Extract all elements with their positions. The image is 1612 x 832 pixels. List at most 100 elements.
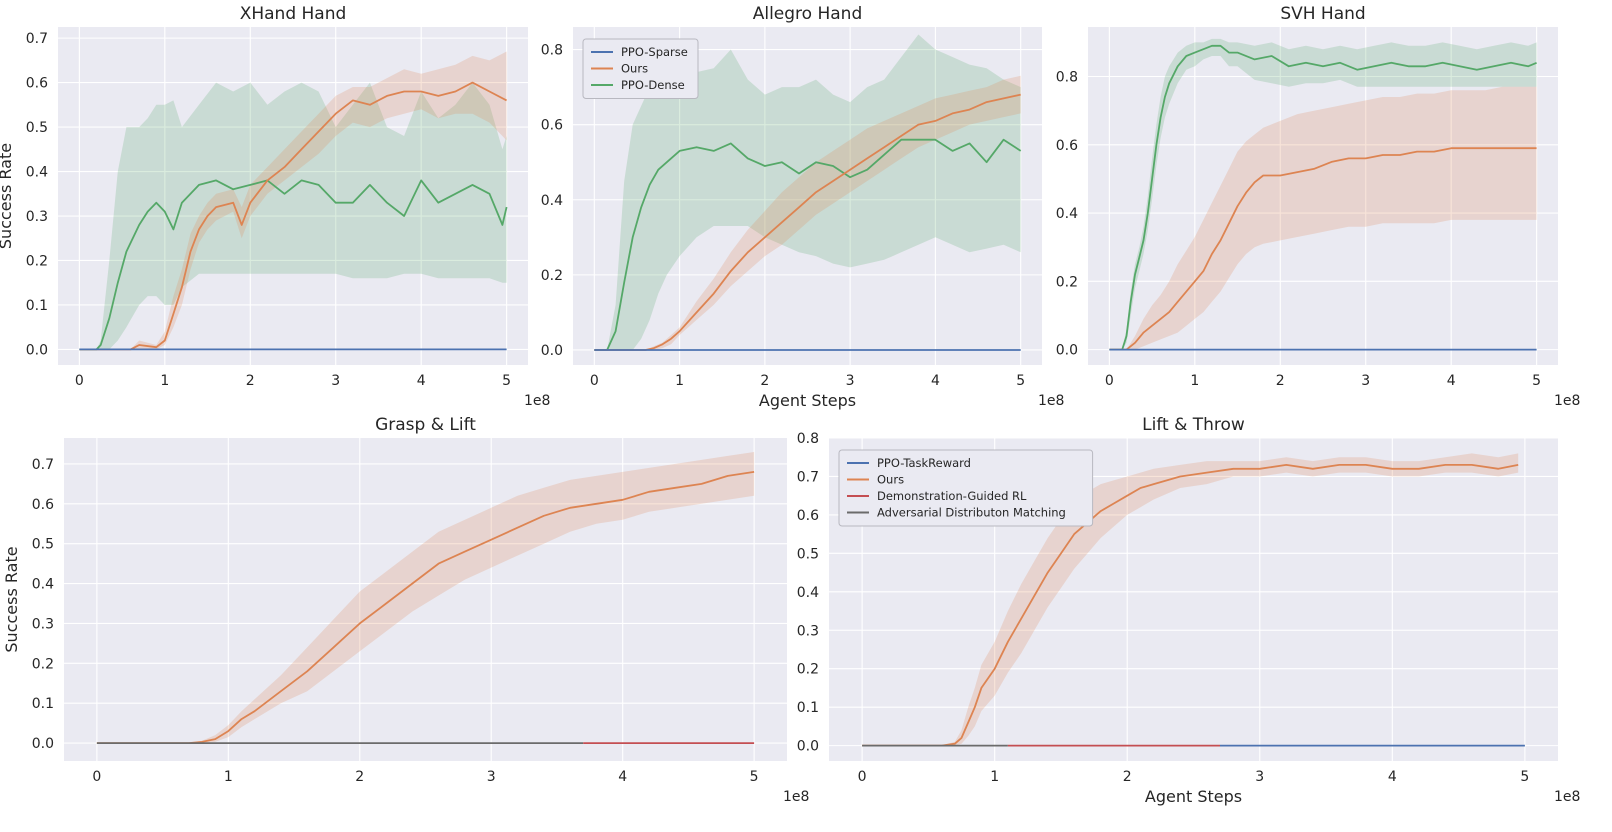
confidence-band-ours	[96, 452, 755, 744]
series-line-ours	[96, 471, 755, 744]
x-tick-label: 0	[75, 373, 84, 389]
x-tick-label: 2	[760, 373, 769, 389]
y-tick-label: 0.2	[26, 253, 48, 269]
confidence-band-ppo-dense	[594, 34, 1021, 350]
x-tick-label: 3	[487, 769, 496, 785]
y-tick-label: 0.4	[797, 585, 819, 601]
x-tick-label: 2	[355, 769, 364, 785]
y-tick-label: 0.7	[797, 469, 819, 485]
y-tick-label: 0.6	[541, 118, 563, 134]
series-layer	[862, 453, 1525, 747]
legend-label: Ours	[877, 473, 904, 487]
series-layer	[96, 452, 755, 744]
series-layer	[1109, 38, 1537, 351]
x-axis-multiplier: 1e8	[783, 789, 809, 805]
chart-panel-svh: 0 1 2 3 4 5 0.0 0.2 0.4 0.6 0.8 1e8 SVH Hand	[1056, 4, 1581, 409]
x-axis-label: Agent Steps	[759, 391, 856, 410]
legend: PPO-Sparse Ours PPO-Dense	[582, 38, 699, 99]
y-tick-label: 0.1	[32, 696, 54, 712]
y-tick-label: 0.4	[1056, 206, 1078, 222]
y-axis-label: Success Rate	[0, 143, 15, 249]
series-line-ours	[594, 93, 1021, 351]
y-tick-label: 0.6	[1056, 138, 1078, 154]
confidence-band-ours	[594, 75, 1021, 351]
legend: PPO-TaskReward Ours Demonstration-Guided R…	[838, 449, 1094, 527]
x-axis-multiplier: 1e8	[1554, 393, 1580, 409]
plot-area	[64, 438, 787, 761]
legend-label: PPO-TaskReward	[877, 456, 971, 470]
series-layer	[79, 51, 508, 351]
y-axis-label: Success Rate	[2, 546, 21, 652]
x-tick-label: 4	[618, 769, 627, 785]
series-line-ours	[1109, 147, 1537, 351]
x-tick-label: 3	[1255, 769, 1264, 785]
confidence-band-ppo-dense	[1109, 38, 1537, 350]
x-tick-label: 1	[990, 769, 999, 785]
y-tick-label: 0.3	[32, 616, 54, 632]
y-tick-label: 0.6	[26, 76, 48, 92]
legend-label: PPO-Sparse	[621, 45, 688, 59]
x-tick-label: 4	[931, 373, 940, 389]
x-tick-label: 0	[92, 769, 101, 785]
chart-title: XHand Hand	[240, 4, 347, 24]
y-tick-label: 0.6	[797, 508, 819, 524]
y-tick-label: 0.2	[32, 656, 54, 672]
y-tick-label: 0.4	[32, 577, 54, 593]
x-tick-label: 0	[590, 373, 599, 389]
y-tick-label: 0.0	[26, 342, 48, 358]
chart-panel-lift-throw: 0 1 2 3 4 5 0.0 0.1 0.2 0.3 0.4 0.5 0.6 0.7 0.8 1e8 Lift…	[797, 415, 1581, 806]
y-tick-label: 0.6	[32, 497, 54, 513]
legend-label: Adversarial Distributon Matching	[877, 506, 1066, 520]
y-tick-label: 0.2	[1056, 274, 1078, 290]
y-tick-label: 0.0	[541, 343, 563, 359]
legend-label: PPO-Dense	[621, 78, 685, 92]
x-tick-label: 5	[1532, 373, 1541, 389]
x-axis-multiplier: 1e8	[1554, 789, 1580, 805]
x-axis-multiplier: 1e8	[1038, 393, 1064, 409]
chart-title: Lift & Throw	[1142, 415, 1245, 435]
y-tick-label: 0.7	[32, 457, 54, 473]
y-tick-label: 0.4	[541, 193, 563, 209]
series-line-ppo-dense	[594, 138, 1022, 351]
x-tick-label: 0	[858, 769, 867, 785]
y-tick-label: 0.2	[797, 662, 819, 678]
x-tick-label: 3	[331, 373, 340, 389]
x-axis-label: Agent Steps	[1145, 787, 1242, 806]
x-tick-label: 0	[1105, 373, 1114, 389]
y-tick-label: 0.1	[26, 298, 48, 314]
x-tick-label: 1	[160, 373, 169, 389]
x-tick-label: 1	[675, 373, 684, 389]
y-tick-label: 0.3	[26, 209, 48, 225]
x-tick-label: 2	[246, 373, 255, 389]
y-tick-label: 0.4	[26, 165, 48, 181]
legend-box	[838, 449, 1094, 527]
x-tick-label: 5	[1520, 769, 1529, 785]
series-line-ours	[862, 463, 1519, 747]
x-tick-label: 1	[224, 769, 233, 785]
x-tick-label: 5	[502, 373, 511, 389]
series-line-ppo-dense	[79, 179, 508, 351]
confidence-band-ppo-dense	[79, 82, 507, 350]
x-tick-label: 2	[1123, 769, 1132, 785]
y-tick-label: 0.3	[797, 623, 819, 639]
y-tick-label: 0.0	[797, 739, 819, 755]
plot-area	[1088, 27, 1558, 365]
legend-box	[582, 38, 699, 99]
series-layer	[594, 34, 1022, 351]
series-line-ppo-dense	[1109, 44, 1537, 351]
chart-panel-xhand: 0 1 2 3 4 5 0.0 0.1 0.2 0.3 0.4 0.5 0.6 0.7 1e8 XHand H…	[0, 4, 550, 409]
y-tick-label: 0.8	[1056, 70, 1078, 86]
y-tick-label: 0.7	[26, 31, 48, 47]
chart-panel-allegro: 0 1 2 3 4 5 0.0 0.2 0.4 0.6 0.8 1e8 Allegro Hand Agen…	[541, 4, 1065, 410]
chart-title: Grasp & Lift	[375, 415, 476, 435]
chart-title: SVH Hand	[1280, 4, 1365, 24]
series-line-ours	[79, 81, 508, 351]
y-tick-label: 0.8	[541, 43, 563, 59]
chart-panel-grasp-lift: 0 1 2 3 4 5 0.0 0.1 0.2 0.3 0.4 0.5 0.6 0.7 1e8 Grasp &…	[2, 415, 809, 805]
x-tick-label: 2	[1276, 373, 1285, 389]
x-axis-multiplier: 1e8	[524, 393, 550, 409]
y-tick-label: 0.5	[26, 120, 48, 136]
x-tick-label: 3	[1361, 373, 1370, 389]
y-tick-label: 0.1	[797, 700, 819, 716]
